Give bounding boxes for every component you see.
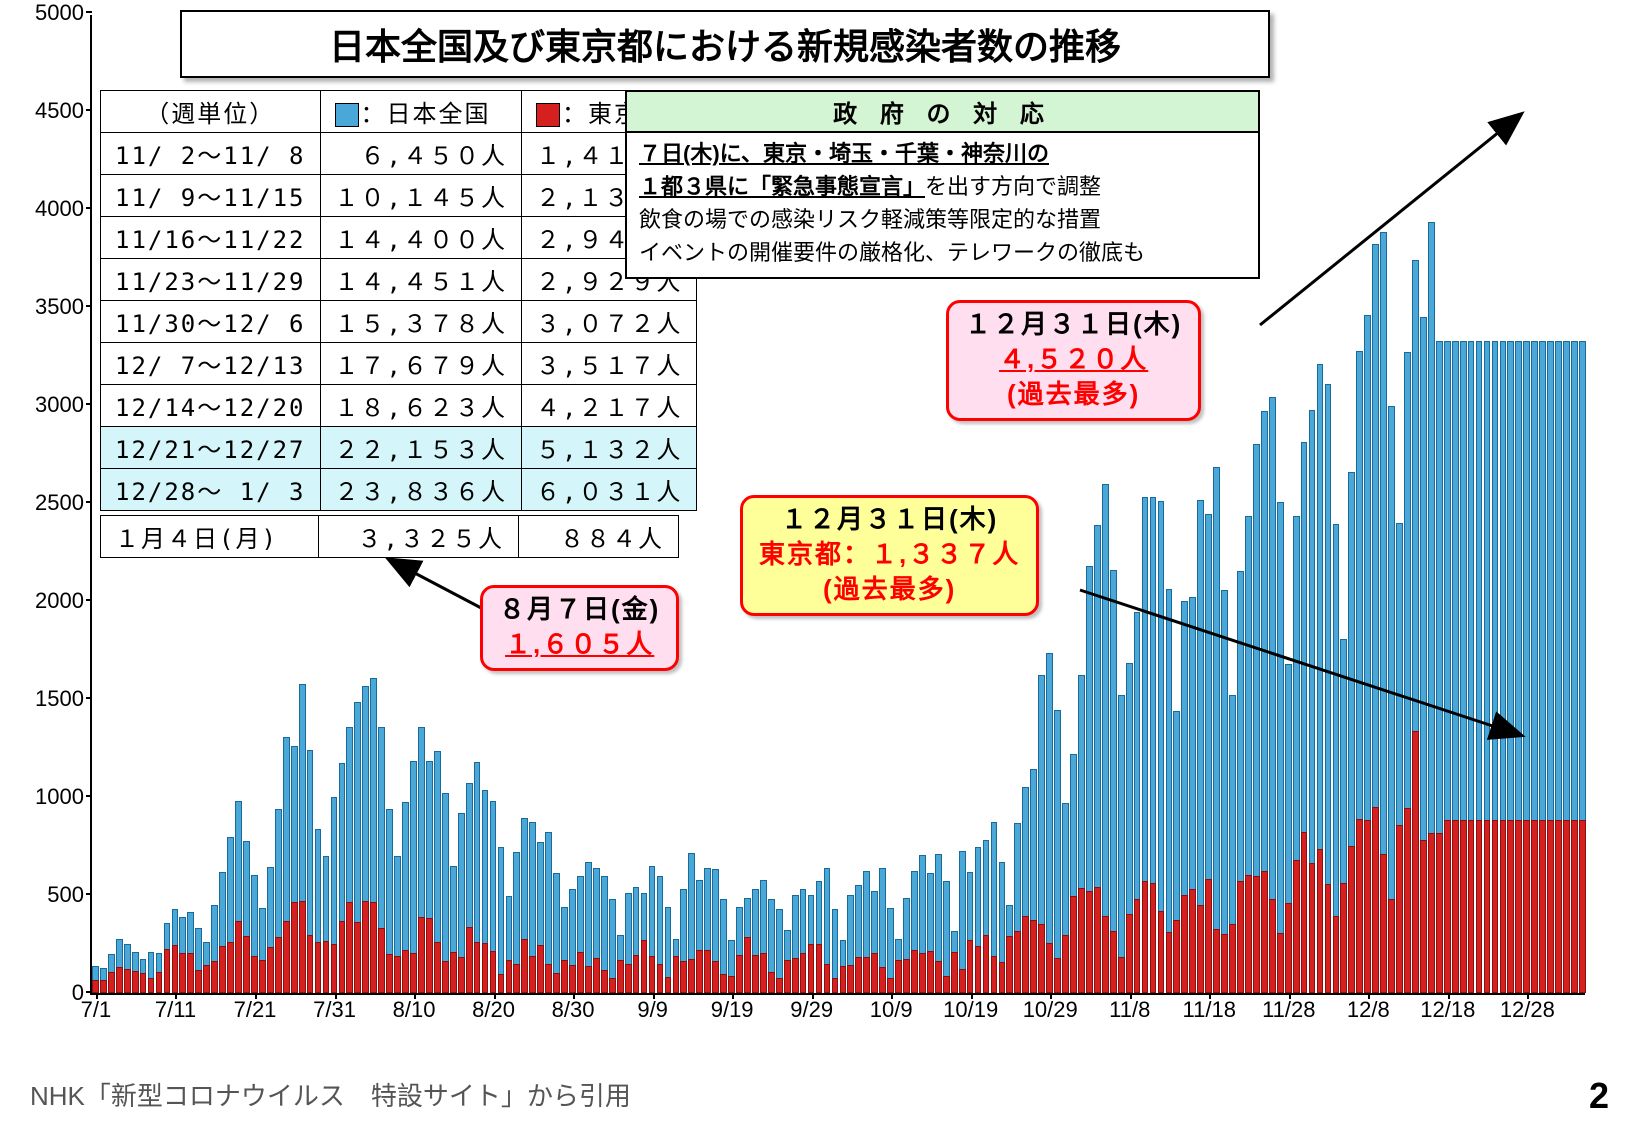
weekly-data-table: （週単位） ：日本全国 ：東京都 11/ 2～11/ 8６,４５０人１,４１２人… (100, 90, 697, 558)
y-tick-label: 3500 (35, 294, 84, 320)
x-tick-label: 10/19 (943, 997, 998, 1023)
x-tick-label: 12/18 (1420, 997, 1475, 1023)
x-tick-label: 8/20 (472, 997, 515, 1023)
gov-line3: 飲食の場での感染リスク軽減策等限定的な措置 (639, 207, 1101, 232)
x-tick-label: 7/21 (234, 997, 277, 1023)
y-tick-label: 2000 (35, 588, 84, 614)
x-tick-label: 8/30 (552, 997, 595, 1023)
x-tick-label: 9/19 (711, 997, 754, 1023)
table-row: 11/16～11/22１４,４００人２,９４４人 (101, 217, 697, 259)
y-tick-label: 4500 (35, 98, 84, 124)
x-tick-label: 7/31 (313, 997, 356, 1023)
callout-dec31t-value: 東京都：１,３３７人 (759, 537, 1020, 572)
gov-body: ７日(木)に、東京・埼玉・千葉・神奈川の １都３県に「緊急事態宣言」を出す方向で… (627, 133, 1258, 277)
y-tick-label: 500 (47, 882, 84, 908)
x-tick-label: 11/28 (1262, 997, 1315, 1023)
y-tick-label: 5000 (35, 0, 84, 26)
gov-line2b: を出す方向で調整 (925, 174, 1101, 199)
callout-dec31j-value: ４,５２０人 (965, 342, 1182, 377)
page-number: 2 (1589, 1075, 1609, 1117)
legend-label-japan: ：日本全国 (361, 100, 491, 128)
x-tick-label: 12/28 (1500, 997, 1555, 1023)
callout-dec31-tokyo: １２月３１日(木) 東京都：１,３３７人 (過去最多) (740, 495, 1039, 616)
table-row: 11/30～12/ 6１５,３７８人３,０７２人 (101, 301, 697, 343)
x-tick-label: 8/10 (393, 997, 436, 1023)
callout-dec31t-date: １２月３１日(木) (759, 502, 1020, 537)
gov-header: 政 府 の 対 応 (627, 92, 1258, 133)
callout-dec31t-sub: (過去最多) (759, 572, 1020, 607)
callout-dec31-japan: １２月３１日(木) ４,５２０人 (過去最多) (946, 300, 1201, 421)
callout-dec31j-sub: (過去最多) (965, 377, 1182, 412)
x-tick-label: 7/11 (155, 997, 196, 1023)
table-row: 11/ 9～11/15１０,１４５人２,１３８人 (101, 175, 697, 217)
table-row: 11/ 2～11/ 8６,４５０人１,４１２人 (101, 133, 697, 175)
chart-title: 日本全国及び東京都における新規感染者数の推移 (180, 10, 1270, 78)
y-tick-label: 4000 (35, 196, 84, 222)
th-japan: ：日本全国 (320, 91, 521, 133)
table-row: 12/21～12/27２２,１５３人５,１３２人 (101, 427, 697, 469)
y-tick-label: 1000 (35, 784, 84, 810)
th-period: （週単位） (101, 91, 321, 133)
x-tick-label: 7/1 (81, 997, 112, 1023)
y-tick-label: 2500 (35, 490, 84, 516)
single-japan: ３,３２５人 (319, 516, 519, 558)
table-row: 12/14～12/20１８,６２３人４,２１７人 (101, 385, 697, 427)
table-row: 12/28～ 1/ 3２３,８３６人６,０３１人 (101, 469, 697, 511)
x-tick-label: 11/18 (1183, 997, 1236, 1023)
callout-aug7-date: ８月７日(金) (499, 592, 660, 627)
table-row: 11/23～11/29１４,４５１人２,９２９人 (101, 259, 697, 301)
gov-line4: イベントの開催要件の厳格化、テレワークの徹底も (639, 240, 1145, 265)
x-tick-label: 9/9 (637, 997, 668, 1023)
x-tick-label: 10/29 (1023, 997, 1078, 1023)
x-tick-label: 9/29 (790, 997, 833, 1023)
x-tick-label: 11/8 (1109, 997, 1150, 1023)
callout-dec31j-date: １２月３１日(木) (965, 307, 1182, 342)
y-tick-label: 1500 (35, 686, 84, 712)
x-tick-label: 10/9 (870, 997, 913, 1023)
gov-line2a: １都３県に「緊急事態宣言」 (639, 174, 925, 199)
table-row: 12/ 7～12/13１７,６７９人３,５１７人 (101, 343, 697, 385)
callout-aug7: ８月７日(金) １,６０５人 (480, 585, 679, 671)
x-tick-label: 12/8 (1347, 997, 1390, 1023)
legend-swatch-tokyo (536, 103, 560, 127)
gov-response-box: 政 府 の 対 応 ７日(木)に、東京・埼玉・千葉・神奈川の １都３県に「緊急事… (625, 90, 1260, 279)
gov-line1: ７日(木)に、東京・埼玉・千葉・神奈川の (639, 141, 1049, 166)
legend-swatch-japan (335, 103, 359, 127)
callout-aug7-value: １,６０５人 (499, 627, 660, 662)
source-citation: NHK「新型コロナウイルス 特設サイト」から引用 (30, 1076, 631, 1113)
single-period: １月４日(月) (101, 516, 319, 558)
single-tokyo: ８８４人 (519, 516, 679, 558)
y-tick-label: 3000 (35, 392, 84, 418)
single-day-row: １月４日(月) ３,３２５人 ８８４人 (101, 516, 679, 558)
